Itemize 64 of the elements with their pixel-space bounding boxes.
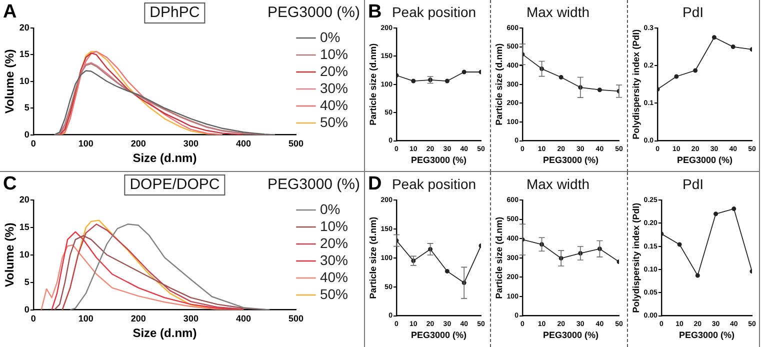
legend-label: 10% — [320, 218, 348, 234]
y-tick-label: 15 — [19, 222, 30, 232]
x-tick-label: 300 — [183, 314, 198, 324]
legend-title: PEG3000 (%) — [267, 4, 360, 22]
y-axis-title: Particle size (d.nm) — [368, 216, 378, 299]
legend-title: PEG3000 (%) — [267, 176, 360, 194]
x-axis-title: PEG3000 (%) — [542, 155, 599, 166]
chart-title: Max width — [526, 176, 590, 192]
y-tick-label: 20 — [19, 194, 30, 204]
x-axis-title: PEG3000 (%) — [542, 330, 599, 340]
x-axis-title: PEG3000 (%) — [410, 330, 467, 340]
chart-title: PdI — [682, 176, 704, 192]
legend-label: 30% — [320, 80, 348, 96]
chart-title: DOPE/DOPC — [130, 176, 220, 194]
legend-label: 40% — [320, 96, 348, 113]
legend-label: 20% — [320, 62, 348, 79]
y-axis-title: Volume (%) — [2, 49, 17, 114]
x-tick-label: 500 — [288, 314, 304, 324]
x-tick-label: 0 — [30, 138, 36, 149]
y-tick-label: 5 — [24, 102, 30, 113]
x-tick-label: 300 — [183, 138, 198, 149]
y-tick-label: 0 — [24, 129, 30, 140]
x-axis-title: PEG3000 (%) — [410, 155, 467, 166]
text: B — [368, 2, 382, 23]
y-axis-title: Particle size (d.nm) — [368, 43, 378, 126]
text: A — [3, 2, 17, 23]
y-axis-title: Particle size (d.nm) — [494, 43, 504, 126]
x-tick-label: 400 — [236, 314, 251, 324]
y-axis-title: Particle size (d.nm) — [494, 216, 504, 299]
x-tick-label: 500 — [288, 138, 304, 149]
legend-label: 40% — [320, 268, 348, 285]
chart-title: Peak position — [392, 176, 476, 192]
y-axis-title: Polydispersity index (PdI) — [630, 202, 641, 313]
y-tick-label: 0 — [24, 304, 30, 314]
y-axis-title: Polydispersity index (PdI) — [630, 29, 641, 140]
x-axis-title: Size (d.nm) — [132, 151, 197, 166]
chart-title: PdI — [682, 4, 704, 20]
y-tick-label: 10 — [19, 249, 30, 260]
legend-label: 50% — [320, 286, 348, 302]
x-axis-title: PEG3000 (%) — [678, 330, 734, 340]
x-axis-title: Size (d.nm) — [132, 326, 197, 340]
legend-label: 20% — [320, 234, 348, 251]
x-tick-label: 0 — [30, 314, 36, 324]
x-tick-label: 100 — [78, 138, 94, 149]
y-tick-label: 5 — [24, 276, 30, 287]
legend-label: 50% — [320, 114, 348, 130]
legend-label: 30% — [320, 252, 348, 268]
x-axis-title: PEG3000 (%) — [677, 155, 733, 166]
y-axis-title: Volume (%) — [2, 222, 17, 288]
legend-label: 0% — [320, 200, 340, 217]
y-tick-label: 20 — [19, 22, 30, 32]
chart-title: Peak position — [392, 4, 476, 20]
y-tick-label: 15 — [19, 49, 30, 60]
x-tick-label: 100 — [78, 314, 94, 324]
text: C — [3, 174, 17, 195]
text: D — [368, 174, 382, 195]
chart-title: Max width — [526, 4, 590, 20]
x-tick-label: 200 — [130, 138, 146, 149]
y-tick-label: 10 — [19, 76, 30, 86]
x-tick-label: 200 — [130, 314, 146, 324]
legend-label: 0% — [320, 28, 340, 45]
legend-label: 10% — [320, 46, 348, 62]
chart-title: DPhPC — [150, 4, 200, 22]
x-tick-label: 400 — [236, 138, 251, 149]
